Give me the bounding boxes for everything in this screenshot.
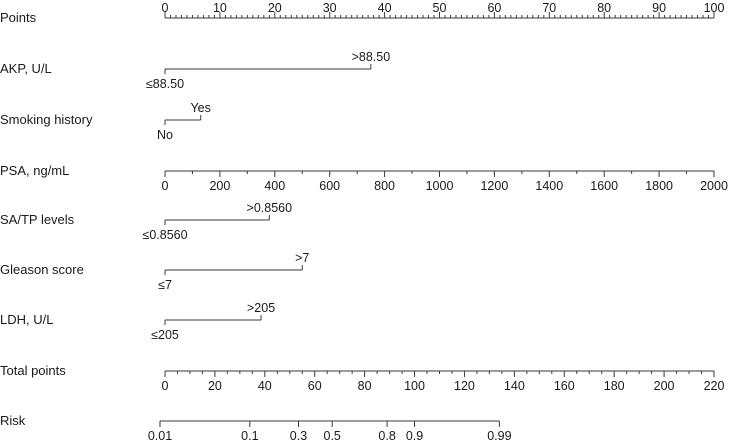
tick-label-total: 160 (554, 379, 575, 393)
row-label-smoking: Smoking history (0, 112, 93, 127)
level-label-high-satp: >0.8560 (247, 201, 293, 215)
tick-label-psa: 2000 (700, 179, 728, 193)
tick-label-psa: 1400 (535, 179, 563, 193)
row-label-points: Points (0, 10, 37, 25)
tick-label-total: 40 (258, 379, 272, 393)
tick-label-points: 10 (213, 1, 227, 15)
tick-label-psa: 400 (264, 179, 285, 193)
row-label-ldh: LDH, U/L (0, 312, 53, 327)
tick-label-total: 140 (504, 379, 525, 393)
tick-label-risk: 0.8 (378, 429, 395, 440)
tick-label-points: 40 (378, 1, 392, 15)
tick-label-risk: 0.9 (406, 429, 423, 440)
tick-label-points: 90 (652, 1, 666, 15)
tick-label-points: 80 (597, 1, 611, 15)
tick-label-risk: 0.3 (290, 429, 307, 440)
tick-label-points: 30 (323, 1, 337, 15)
row-label-psa: PSA, ng/mL (0, 163, 69, 178)
row-ldh: LDH, U/L ≤205 >205 (0, 301, 275, 342)
tick-label-total: 180 (604, 379, 625, 393)
tick-label-risk: 0.1 (241, 429, 258, 440)
row-label-risk: Risk (0, 413, 26, 428)
tick-label-total: 120 (454, 379, 475, 393)
level-label-high-akp: >88.50 (352, 50, 391, 64)
row-label-total: Total points (0, 363, 66, 378)
tick-label-risk: 0.99 (487, 429, 511, 440)
row-total: Total points 0 20 40 60 80 100 120 140 160 180 200 2… (0, 363, 724, 393)
tick-label-total: 200 (654, 379, 675, 393)
tick-label-points: 20 (268, 1, 282, 15)
row-gleason: Gleason score ≤7 >7 (0, 251, 309, 292)
tick-label-points: 50 (433, 1, 447, 15)
row-akp: AKP, U/L ≤88.50 >88.50 (0, 50, 390, 91)
tick-label-psa: 0 (162, 179, 169, 193)
tick-label-points: 60 (487, 1, 501, 15)
tick-label-points: 100 (704, 1, 725, 15)
tick-label-psa: 200 (209, 179, 230, 193)
tick-label-psa: 800 (374, 179, 395, 193)
tick-label-total: 0 (162, 379, 169, 393)
row-psa: PSA, ng/mL 0 200 400 600 800 1000 1200 1400 1600 1… (0, 163, 728, 193)
row-label-akp: AKP, U/L (0, 61, 52, 76)
tick-label-risk: 0.5 (324, 429, 341, 440)
tick-label-psa: 1000 (426, 179, 454, 193)
tick-label-total: 100 (404, 379, 425, 393)
level-label-low-akp: ≤88.50 (146, 77, 184, 91)
row-label-satp: SA/TP levels (0, 212, 75, 227)
tick-label-risk: 0.01 (148, 429, 172, 440)
tick-label-points: 70 (542, 1, 556, 15)
tick-label-psa: 1600 (590, 179, 618, 193)
tick-label-total: 80 (358, 379, 372, 393)
level-label-low-satp: ≤0.8560 (142, 228, 187, 242)
level-label-high-smoking: Yes (190, 101, 210, 115)
level-label-low-gleason: ≤7 (158, 278, 172, 292)
row-smoking: Smoking history No Yes (0, 101, 211, 142)
row-risk: Risk 0.01 0.1 0.3 0.5 0.8 0.9 0.99 (0, 413, 512, 440)
row-satp: SA/TP levels ≤0.8560 >0.8560 (0, 201, 292, 242)
tick-label-total: 60 (308, 379, 322, 393)
row-points: Points 0 10 20 30 40 50 60 70 80 90 100 (0, 1, 724, 25)
tick-label-points: 0 (162, 1, 169, 15)
level-label-low-smoking: No (157, 128, 173, 142)
tick-label-total: 220 (704, 379, 725, 393)
tick-label-psa: 600 (319, 179, 340, 193)
level-label-high-gleason: >7 (295, 251, 309, 265)
row-label-gleason: Gleason score (0, 262, 84, 277)
level-label-high-ldh: >205 (247, 301, 275, 315)
level-label-low-ldh: ≤205 (151, 328, 179, 342)
tick-label-total: 20 (208, 379, 222, 393)
tick-label-psa: 1200 (480, 179, 508, 193)
tick-label-psa: 1800 (645, 179, 673, 193)
